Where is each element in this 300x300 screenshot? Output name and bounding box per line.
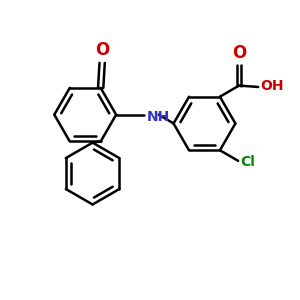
Text: O: O: [95, 41, 109, 59]
Text: OH: OH: [261, 80, 284, 93]
Text: O: O: [232, 44, 246, 62]
Text: NH: NH: [146, 110, 170, 124]
Text: Cl: Cl: [241, 155, 255, 169]
